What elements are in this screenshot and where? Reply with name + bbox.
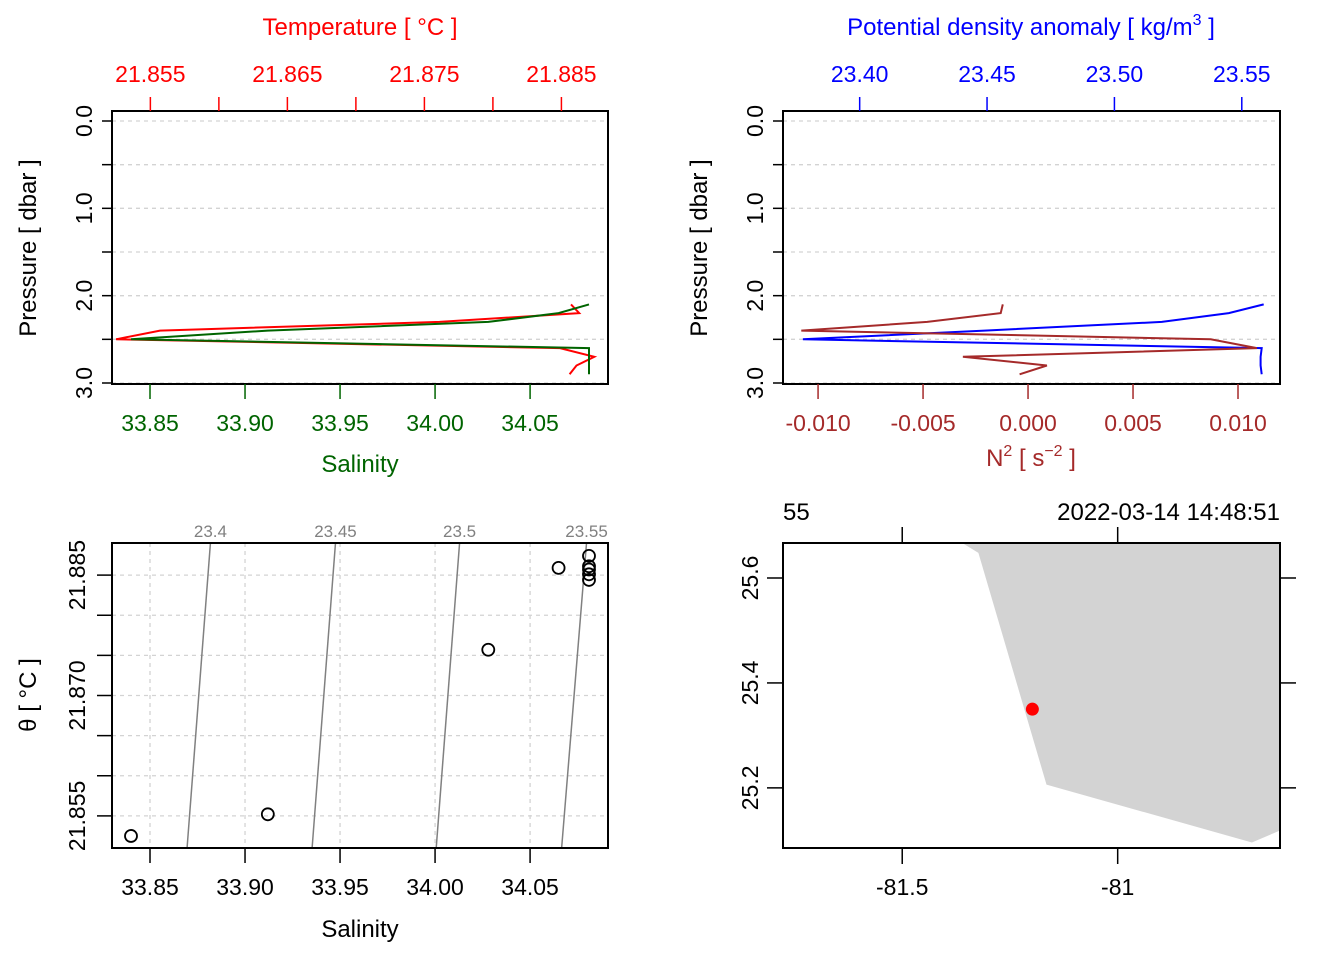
map-frame	[782, 542, 1281, 849]
longitude-tick-label: -81	[1101, 874, 1134, 900]
pressure-axis-title: Pressure [ dbar ]	[15, 159, 42, 336]
bottom-tick-label: 33.95	[311, 410, 369, 436]
density-profile-frame	[782, 110, 1281, 385]
pressure-tick-label: 1.0	[742, 192, 768, 224]
top-tick-label: 23.40	[831, 61, 889, 87]
density-axis: 23.40 23.45 23.50 23.55	[831, 61, 1271, 111]
ts-diagram-theta-axis: 21.855 21.870 21.885	[64, 540, 112, 851]
latitude-tick-label: 25.6	[737, 556, 763, 601]
salinity-tick-label: 34.05	[501, 874, 559, 900]
ts-profile-temperature-axis: 21.855 21.865 21.875 21.885	[115, 61, 597, 111]
pressure-tick-label: 0.0	[742, 105, 768, 137]
ts-diagram-grid	[112, 543, 608, 848]
ts-point	[582, 548, 596, 563]
isopycnal-label: 23.4	[194, 522, 227, 541]
pressure-tick-label: 2.0	[742, 280, 768, 312]
top-tick-label: 23.45	[958, 61, 1016, 87]
isopycnal-label: 23.45	[314, 522, 357, 541]
land-polygon	[962, 543, 1280, 843]
bottom-tick-label: 34.05	[501, 410, 559, 436]
ts-point	[551, 560, 566, 575]
latitude-tick-label: 25.2	[737, 765, 763, 810]
top-tick-label: 21.855	[115, 61, 185, 87]
ts-point	[260, 807, 275, 822]
ts-profile-panel: 0.0 1.0 2.0 3.0 21.855 21.865 21.875 21.885 33…	[15, 14, 609, 478]
density-axis-title: Potential density anomaly [ kg/m3 ]	[847, 12, 1215, 41]
ts-point	[582, 567, 596, 582]
pressure-tick-label: 3.0	[71, 367, 97, 399]
density-profile-series	[801, 303, 1264, 376]
isopycnal-line	[560, 542, 588, 849]
bottom-tick-label: -0.005	[890, 410, 955, 436]
salinity-tick-label: 33.85	[121, 874, 179, 900]
theta-tick-label: 21.885	[64, 540, 90, 610]
ts-diagram-xlabel: Salinity	[321, 916, 398, 943]
longitude-tick-label: -81.5	[876, 874, 928, 900]
top-tick-label: 23.50	[1086, 61, 1144, 87]
salinity-tick-label: 33.90	[216, 874, 274, 900]
ts-diagram-panel: 23.4 23.45 23.5 23.55 33.85 33.90 33.95 34.00 3…	[15, 522, 609, 943]
ts-point	[582, 559, 596, 574]
pressure-tick-label: 3.0	[742, 367, 768, 399]
station-marker[interactable]	[1025, 702, 1039, 716]
ts-point	[124, 829, 138, 843]
series-line-n2	[801, 304, 1258, 376]
ts-profile-salinity-axis: 33.85 33.90 33.95 34.00 34.05	[121, 384, 559, 436]
salinity-tick-label: 34.00	[406, 874, 464, 900]
top-tick-label: 21.885	[526, 61, 596, 87]
station-time-label: 2022-03-14 14:48:51	[1057, 499, 1280, 526]
theta-tick-label: 21.870	[64, 660, 90, 730]
pressure-axis-title-2: Pressure [ dbar ]	[686, 159, 713, 336]
bottom-tick-label: 33.90	[216, 410, 274, 436]
bottom-tick-label: 34.00	[406, 410, 464, 436]
isopycnal-label: 23.55	[565, 522, 608, 541]
ts-profile-frame	[111, 110, 609, 385]
isopycnals: 23.4 23.45 23.5 23.55	[186, 522, 608, 849]
series-line-potential-density-anomaly	[802, 303, 1264, 375]
pressure-tick-label: 1.0	[71, 192, 97, 224]
isopycnal-line	[311, 542, 337, 849]
ts-diagram-ylabel: θ [ °C ]	[15, 658, 42, 732]
ts-point	[481, 642, 496, 657]
isopycnal-line	[435, 542, 461, 849]
density-profile-pressure-axis: 0.0 1.0 2.0 3.0	[742, 105, 783, 399]
pressure-tick-label: 0.0	[71, 105, 97, 137]
map-latitude-axis: 25.2 25.4 25.6	[737, 556, 1296, 810]
station-map-panel: -81.5 -81 25.2 25.4 25.6 55 2022-03-14 14:4…	[737, 499, 1296, 900]
pressure-tick-label: 2.0	[71, 280, 97, 312]
bottom-tick-label: 0.000	[999, 410, 1057, 436]
ts-point	[582, 573, 596, 587]
bottom-tick-label: 0.010	[1209, 410, 1267, 436]
n2-axis: -0.010 -0.005 0.000 0.005 0.010	[785, 384, 1267, 436]
density-profile-panel: 0.0 1.0 2.0 3.0 23.40 23.45 23.50 23.55 -0.010…	[686, 12, 1281, 472]
ts-diagram-salinity-axis: 33.85 33.90 33.95 34.00 34.05	[121, 848, 559, 900]
top-tick-label: 23.55	[1213, 61, 1271, 87]
temperature-axis-title: Temperature [ °C ]	[263, 14, 458, 41]
ts-profile-pressure-axis: 0.0 1.0 2.0 3.0	[71, 105, 112, 399]
map-longitude-axis: -81.5 -81	[876, 527, 1134, 900]
ts-profile-series	[115, 303, 598, 375]
bottom-tick-label: 33.85	[121, 410, 179, 436]
bottom-tick-label: -0.010	[785, 410, 850, 436]
station-id-label: 55	[783, 499, 810, 526]
theta-tick-label: 21.855	[64, 781, 90, 851]
isopycnal-label: 23.5	[443, 522, 476, 541]
top-tick-label: 21.865	[252, 61, 322, 87]
ts-diagram-points	[124, 548, 596, 843]
salinity-axis-title: Salinity	[321, 451, 398, 478]
latitude-tick-label: 25.4	[737, 660, 763, 705]
series-line-salinity	[130, 303, 590, 375]
isopycnal-line	[186, 542, 212, 849]
bottom-tick-label: 0.005	[1104, 410, 1162, 436]
n2-axis-title: N2 [ s−2 ]	[986, 443, 1076, 472]
salinity-tick-label: 33.95	[311, 874, 369, 900]
top-tick-label: 21.875	[389, 61, 459, 87]
